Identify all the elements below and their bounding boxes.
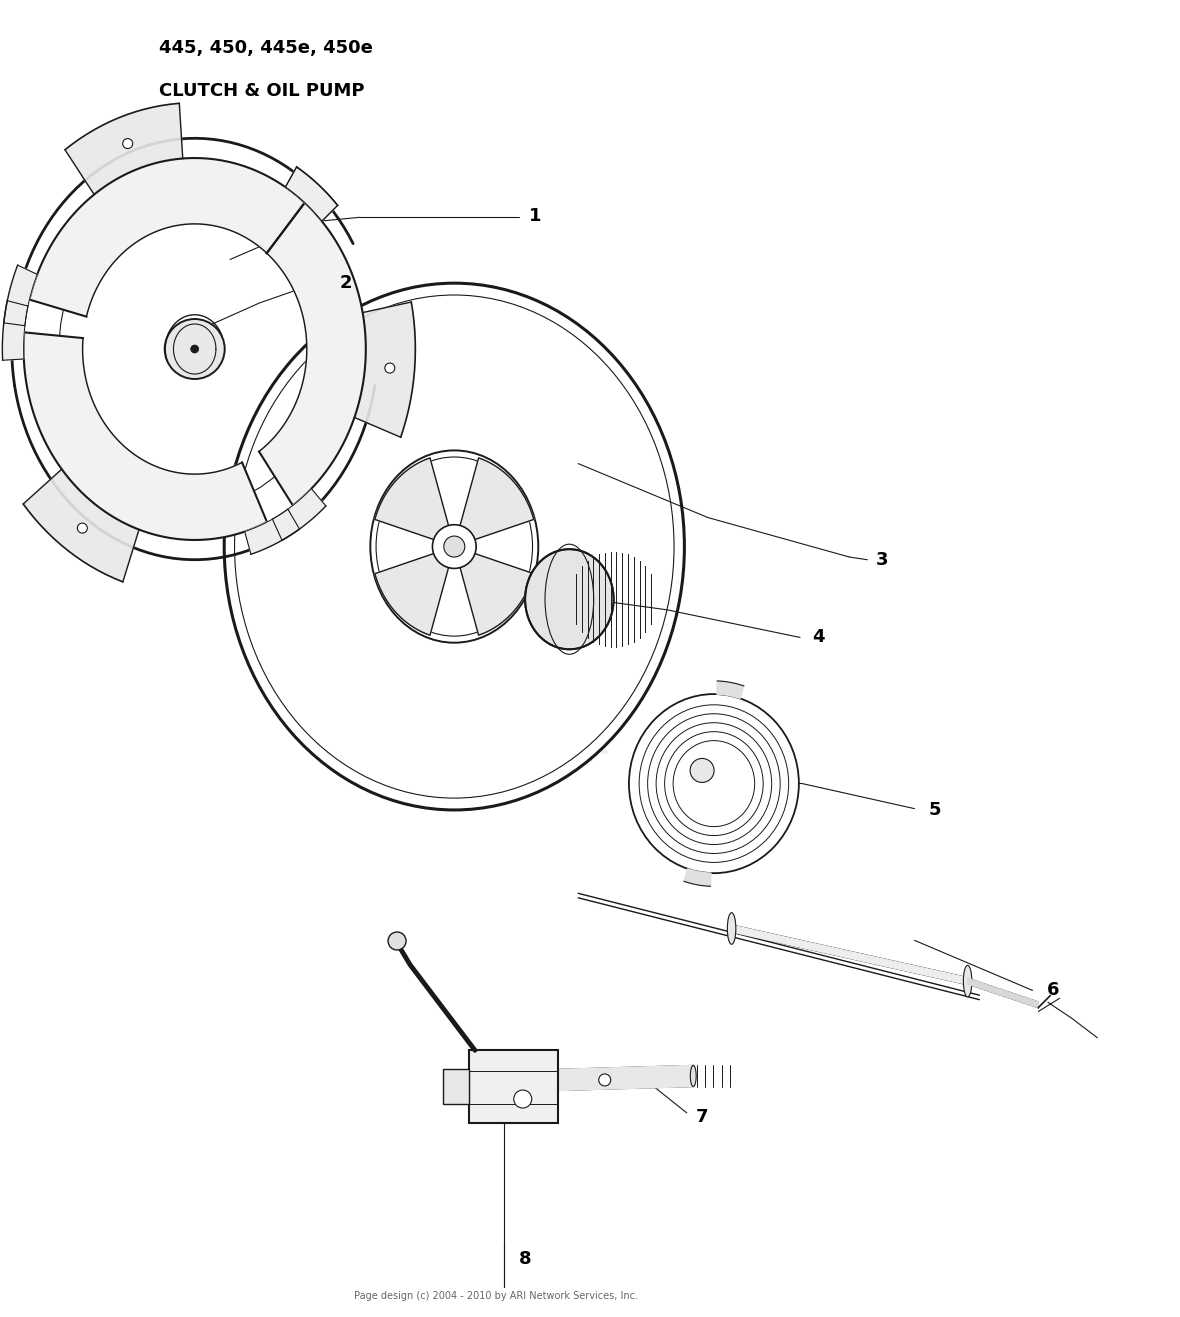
Polygon shape bbox=[454, 547, 533, 635]
Text: CLUTCH & OIL PUMP: CLUTCH & OIL PUMP bbox=[159, 82, 365, 100]
Polygon shape bbox=[454, 458, 533, 547]
Polygon shape bbox=[557, 1065, 694, 1090]
Polygon shape bbox=[4, 265, 38, 325]
FancyBboxPatch shape bbox=[470, 1051, 557, 1122]
Ellipse shape bbox=[629, 694, 799, 873]
Ellipse shape bbox=[690, 1065, 696, 1087]
Circle shape bbox=[444, 536, 465, 557]
Polygon shape bbox=[24, 332, 267, 540]
Ellipse shape bbox=[727, 913, 736, 944]
Polygon shape bbox=[286, 167, 337, 221]
Text: 3: 3 bbox=[876, 551, 889, 569]
Text: Page design (c) 2004 - 2010 by ARI Network Services, Inc.: Page design (c) 2004 - 2010 by ARI Netwo… bbox=[354, 1291, 637, 1301]
Polygon shape bbox=[65, 103, 183, 195]
Ellipse shape bbox=[376, 457, 532, 636]
Text: 4: 4 bbox=[812, 628, 825, 647]
Polygon shape bbox=[354, 302, 415, 437]
Text: 2: 2 bbox=[340, 274, 353, 292]
Circle shape bbox=[388, 932, 406, 950]
Circle shape bbox=[513, 1090, 532, 1108]
Polygon shape bbox=[286, 167, 337, 221]
Polygon shape bbox=[375, 547, 454, 635]
Text: 7: 7 bbox=[696, 1108, 709, 1126]
Polygon shape bbox=[375, 458, 454, 547]
Ellipse shape bbox=[371, 450, 538, 643]
Ellipse shape bbox=[235, 295, 674, 798]
Circle shape bbox=[432, 524, 477, 569]
Text: 8: 8 bbox=[519, 1250, 532, 1268]
Circle shape bbox=[385, 363, 395, 373]
Polygon shape bbox=[30, 158, 304, 316]
Text: 1: 1 bbox=[529, 207, 542, 225]
Polygon shape bbox=[2, 300, 28, 361]
Circle shape bbox=[598, 1073, 611, 1087]
Polygon shape bbox=[258, 203, 366, 506]
FancyBboxPatch shape bbox=[442, 1069, 468, 1104]
Text: ARI PartsTeam™: ARI PartsTeam™ bbox=[474, 748, 611, 766]
Polygon shape bbox=[24, 469, 139, 582]
Ellipse shape bbox=[963, 965, 972, 997]
Text: 6: 6 bbox=[1047, 981, 1060, 1000]
Text: 5: 5 bbox=[929, 801, 942, 819]
Polygon shape bbox=[717, 681, 743, 698]
Polygon shape bbox=[684, 869, 710, 886]
Circle shape bbox=[191, 345, 198, 353]
Circle shape bbox=[78, 523, 87, 533]
Polygon shape bbox=[968, 979, 1038, 1008]
Circle shape bbox=[123, 138, 132, 149]
Circle shape bbox=[165, 319, 224, 379]
Polygon shape bbox=[244, 510, 300, 554]
Ellipse shape bbox=[525, 549, 614, 649]
Ellipse shape bbox=[224, 283, 684, 810]
Polygon shape bbox=[732, 925, 968, 985]
Circle shape bbox=[690, 759, 714, 782]
Text: 445, 450, 445e, 450e: 445, 450, 445e, 450e bbox=[159, 38, 373, 57]
Polygon shape bbox=[273, 489, 326, 540]
